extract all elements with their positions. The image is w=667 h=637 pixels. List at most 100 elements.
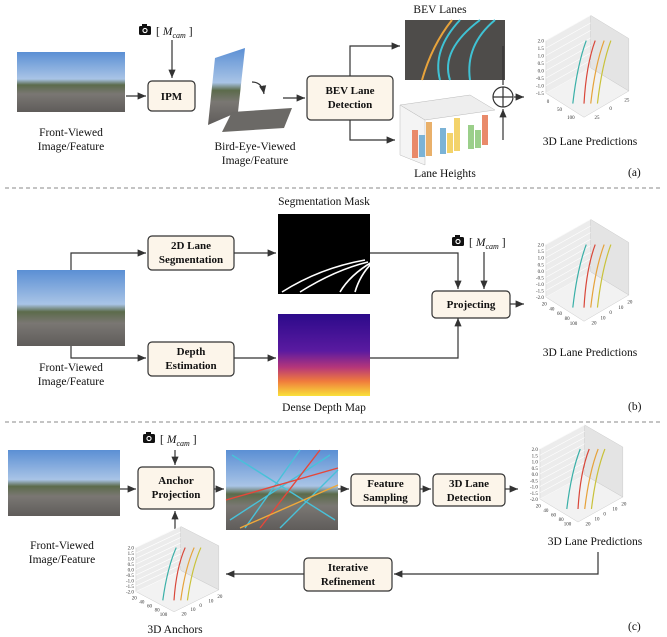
x-tick-label: 10 xyxy=(618,306,624,311)
z-tick-label: 1.0 xyxy=(538,257,545,262)
z-tick-label: 2.0 xyxy=(538,40,545,45)
z-tick-label: -0.5 xyxy=(530,479,538,484)
z-tick-label: -1.0 xyxy=(536,85,544,90)
front-image xyxy=(17,52,125,112)
plot-3d: 2.01.51.00.50.0-0.5-1.0-1.5-2.0204060801… xyxy=(126,526,223,617)
camera-icon xyxy=(139,24,151,35)
z-tick-label: 1.0 xyxy=(538,55,545,60)
arrow xyxy=(394,552,598,574)
seg-mask-label: Segmentation Mask xyxy=(278,196,370,208)
x-tick-label: 20 xyxy=(181,613,187,618)
camera-label: [Mcam] xyxy=(156,26,193,40)
z-tick-label: 2.0 xyxy=(532,448,539,453)
x-tick-label: 0 xyxy=(609,107,612,112)
z-tick-label: 0.5 xyxy=(532,467,539,472)
z-tick-label: 0.5 xyxy=(538,62,545,67)
x-tick-label: 0 xyxy=(609,311,612,316)
ipm-label: IPM xyxy=(161,91,183,103)
z-tick-label: -1.0 xyxy=(530,486,538,491)
arrow xyxy=(71,253,146,270)
z-tick-label: -0.5 xyxy=(536,276,544,281)
anchors-label: 3D Anchors xyxy=(147,624,203,636)
y-tick-label: 40 xyxy=(543,509,549,514)
z-tick-label: 1.0 xyxy=(128,558,135,563)
z-tick-label: 2.0 xyxy=(538,244,545,249)
z-tick-label: -2.0 xyxy=(530,498,538,503)
z-tick-label: -1.5 xyxy=(536,290,544,295)
x-tick-label: 20 xyxy=(217,595,223,600)
plot-3d: 2.01.51.00.50.0-0.5-1.0-1.5-2.0204060801… xyxy=(530,425,627,528)
front-image xyxy=(8,450,120,516)
plot-3d: 2.01.51.00.50.0-0.5-1.0-1.5-2.0204060801… xyxy=(536,219,633,326)
z-tick-label: 0.5 xyxy=(538,263,545,268)
rotate-arrow xyxy=(252,82,264,94)
arrow xyxy=(350,46,400,76)
z-tick-label: 0.5 xyxy=(128,563,135,568)
x-tick-label: 0 xyxy=(603,513,606,518)
y-tick-label: 20 xyxy=(536,504,542,509)
x-tick-label: 25 xyxy=(624,98,630,103)
y-tick-label: 40 xyxy=(549,307,555,312)
depth-map xyxy=(278,314,370,396)
projecting-label: Projecting xyxy=(447,299,496,311)
panel-tag: (c) xyxy=(628,621,641,633)
y-tick-label: 40 xyxy=(139,601,145,606)
output-label: 3D Lane Predictions xyxy=(543,136,638,148)
bev-lanes-label: BEV Lanes xyxy=(413,4,467,16)
arrow xyxy=(370,318,458,358)
z-tick-label: -2.0 xyxy=(126,591,134,596)
z-tick-label: -2.0 xyxy=(536,296,544,301)
bev-lanes-image xyxy=(405,20,505,80)
input-label: Front-ViewedImage/Feature xyxy=(38,127,104,153)
lane-heights-chart xyxy=(400,95,495,165)
z-tick-label: -0.5 xyxy=(126,574,134,579)
x-tick-label: 10 xyxy=(190,608,196,613)
y-tick-label: 100 xyxy=(564,523,572,528)
z-tick-label: 0.0 xyxy=(538,270,545,275)
x-tick-label: 20 xyxy=(591,322,597,327)
bev-input-label: Bird-Eye-ViewedImage/Feature xyxy=(214,141,295,167)
y-tick-label: 20 xyxy=(542,303,548,308)
figure: Front-ViewedImage/Feature [Mcam] IPM Bir… xyxy=(0,0,667,637)
arrow xyxy=(370,253,458,289)
camera-label: [Mcam] xyxy=(160,434,197,448)
z-tick-label: 1.0 xyxy=(532,461,539,466)
y-tick-label: 100 xyxy=(160,613,168,618)
z-tick-label: 2.0 xyxy=(128,547,135,552)
camera-icon xyxy=(143,432,155,443)
z-tick-label: 1.5 xyxy=(128,552,135,557)
input-label: Front-ViewedImage/Feature xyxy=(29,540,95,566)
z-tick-label: 1.5 xyxy=(532,454,539,459)
z-tick-label: 0.0 xyxy=(538,70,545,75)
z-tick-label: -1.5 xyxy=(126,585,134,590)
z-tick-label: -1.0 xyxy=(126,580,134,585)
x-tick-label: 10 xyxy=(612,508,618,513)
x-tick-label: 25 xyxy=(594,116,600,121)
y-tick-label: 100 xyxy=(567,116,575,121)
x-tick-label: 0 xyxy=(199,604,202,609)
depth-map-label: Dense Depth Map xyxy=(282,402,366,414)
y-tick-label: 60 xyxy=(147,605,153,610)
z-tick-label: 0.0 xyxy=(532,473,539,478)
lane-heights-label: Lane Heights xyxy=(414,168,476,180)
panel-tag: (a) xyxy=(628,167,641,179)
z-tick-label: -1.0 xyxy=(536,283,544,288)
z-tick-label: -1.5 xyxy=(530,492,538,497)
y-tick-label: 20 xyxy=(132,597,138,602)
seg-mask xyxy=(278,214,370,294)
plot-3d: 2.01.51.00.50.0-0.5-1.0-1.505010025025 xyxy=(536,15,630,121)
z-tick-label: 0.0 xyxy=(128,569,135,574)
x-tick-label: 10 xyxy=(208,599,214,604)
output-label: 3D Lane Predictions xyxy=(548,536,643,548)
arrow xyxy=(71,346,146,358)
camera-icon xyxy=(452,235,464,246)
front-image xyxy=(17,270,125,346)
y-tick-label: 60 xyxy=(551,514,557,519)
output-label: 3D Lane Predictions xyxy=(543,347,638,359)
y-tick-label: 60 xyxy=(557,312,563,317)
bev-detection-box xyxy=(307,76,393,120)
z-tick-label: -1.5 xyxy=(536,92,544,97)
z-tick-label: -0.5 xyxy=(536,77,544,82)
x-tick-label: 10 xyxy=(594,518,600,523)
